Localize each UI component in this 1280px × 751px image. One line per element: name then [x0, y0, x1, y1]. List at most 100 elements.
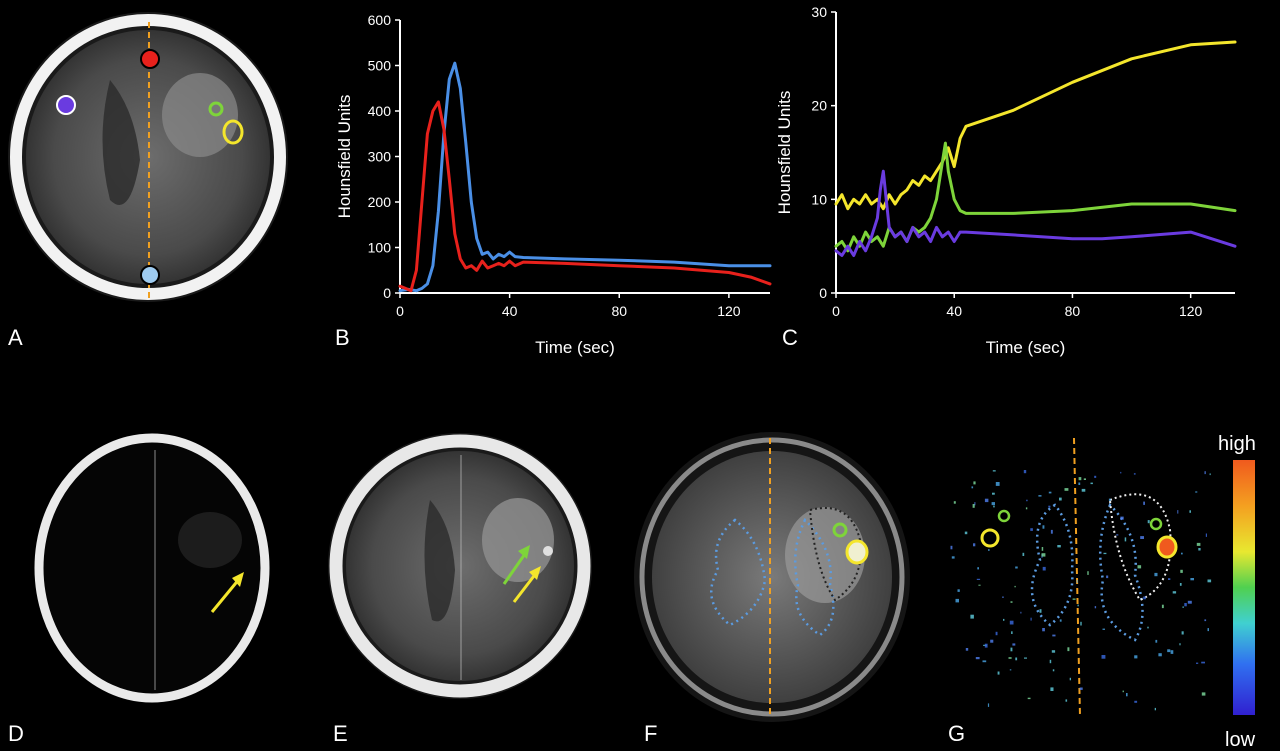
colorbar-high-label: high	[1218, 433, 1256, 455]
perfusion-speckle	[1003, 618, 1005, 621]
panel-label-e: E	[333, 721, 348, 746]
chart-b-series-0-line	[398, 61, 772, 293]
perfusion-speckle	[957, 589, 960, 592]
panel-e-skull	[329, 434, 591, 698]
panel-f-outer-ring	[639, 437, 905, 717]
perfusion-speckle	[972, 504, 975, 508]
perfusion-speckle	[1179, 583, 1182, 586]
panel-label-g: G	[948, 721, 965, 746]
perfusion-speckle	[1010, 601, 1013, 603]
perfusion-speckle	[1189, 510, 1191, 513]
perfusion-speckle	[1052, 669, 1055, 672]
panel-label-c: C	[782, 325, 798, 350]
perfusion-speckle	[1120, 471, 1122, 474]
perfusion-speckle	[1024, 657, 1027, 659]
panel-label-f: F	[644, 721, 657, 746]
perfusion-speckle	[982, 660, 987, 663]
panel-f-lesion-outline	[808, 507, 862, 602]
panel-d-lesion	[178, 512, 242, 568]
perfusion-speckle	[1167, 649, 1171, 653]
chart-c: 0 10 20 30 0 40 80 120 Time (sec) Hounsfield Unit…	[775, 4, 1237, 357]
perfusion-speckle	[991, 502, 995, 506]
perfusion-speckle	[1190, 578, 1194, 581]
perfusion-speckle	[1038, 495, 1042, 497]
perfusion-speckle	[1030, 528, 1033, 531]
panel-a-lesion	[162, 73, 238, 157]
perfusion-speckle	[1187, 600, 1192, 604]
perfusion-speckle	[993, 505, 995, 508]
perfusion-speckle	[984, 643, 988, 648]
perfusion-speckle	[1147, 626, 1149, 629]
x-tick-label: 120	[717, 303, 741, 319]
perfusion-speckle	[1015, 566, 1018, 569]
perfusion-speckle	[1184, 603, 1187, 607]
perfusion-speckle	[1124, 537, 1127, 542]
perfusion-speckle	[1069, 677, 1071, 681]
perfusion-speckle	[1094, 606, 1097, 609]
panel-g-lesion-outline	[1108, 493, 1172, 602]
perfusion-speckle	[1042, 628, 1045, 632]
perfusion-speckle	[1026, 499, 1028, 502]
perfusion-speckle	[953, 501, 956, 504]
perfusion-speckle	[1042, 566, 1046, 571]
perfusion-speckle	[1103, 552, 1107, 555]
perfusion-speckle	[1008, 657, 1012, 659]
y-tick-label: 30	[811, 4, 827, 20]
perfusion-speckle	[1102, 628, 1105, 630]
panel-a-ct-image	[8, 12, 288, 302]
perfusion-speckle	[1207, 628, 1209, 632]
perfusion-speckle	[1120, 516, 1124, 520]
y-tick-label: 10	[811, 191, 827, 207]
perfusion-speckle	[1177, 510, 1179, 514]
y-axis-label: Hounsfield Units	[335, 95, 354, 219]
perfusion-speckle	[1027, 697, 1031, 700]
x-tick-label: 80	[611, 303, 627, 319]
y-tick-label: 20	[811, 98, 827, 114]
panel-d-yellow-arrowhead	[232, 572, 244, 587]
panel-a-ventricle	[102, 80, 140, 205]
perfusion-speckle	[1078, 477, 1082, 481]
perfusion-speckle	[1051, 650, 1056, 653]
perfusion-speckle	[1154, 707, 1156, 711]
perfusion-speckle	[1140, 536, 1144, 539]
perfusion-speckle	[950, 545, 953, 550]
perfusion-speckle	[1010, 647, 1013, 652]
perfusion-speckle	[1059, 619, 1062, 622]
perfusion-speckle	[1106, 575, 1109, 579]
panel-label-d: D	[8, 721, 24, 746]
perfusion-speckle	[1012, 643, 1016, 646]
perfusion-speckle	[1025, 507, 1028, 510]
y-tick-label: 0	[383, 285, 391, 301]
perfusion-speckle	[1078, 482, 1081, 485]
chart-c-series-1-line	[834, 141, 1237, 253]
panel-g-green-roi-left	[997, 509, 1011, 523]
perfusion-speckle	[1155, 639, 1158, 643]
colorbar	[1233, 460, 1255, 715]
x-tick-label: 0	[396, 303, 404, 319]
panel-a-blue-roi	[140, 265, 160, 285]
perfusion-speckle	[1014, 585, 1016, 588]
perfusion-speckle	[1196, 542, 1201, 546]
y-tick-label: 600	[368, 12, 392, 28]
perfusion-speckle	[970, 614, 974, 619]
perfusion-speckle	[1209, 473, 1211, 476]
perfusion-speckle	[955, 598, 959, 603]
perfusion-speckle	[1041, 553, 1046, 557]
perfusion-speckle	[1101, 655, 1106, 659]
panel-g-perfusion-speckles	[950, 470, 1212, 711]
perfusion-speckle	[1161, 604, 1164, 609]
perfusion-speckle	[973, 481, 976, 485]
perfusion-speckle	[1204, 619, 1207, 622]
panel-d-ct-image	[34, 433, 270, 703]
perfusion-speckle	[1076, 580, 1078, 583]
y-tick-label: 100	[368, 240, 392, 256]
panel-e-lesion	[482, 498, 554, 582]
perfusion-speckle	[975, 657, 980, 660]
perfusion-speckle	[964, 531, 968, 535]
panel-a-red-roi	[140, 49, 160, 69]
perfusion-speckle	[1065, 699, 1068, 702]
perfusion-speckle	[1143, 501, 1145, 505]
perfusion-speckle	[1158, 653, 1162, 657]
x-tick-label: 40	[502, 303, 518, 319]
x-tick-label: 80	[1065, 303, 1081, 319]
